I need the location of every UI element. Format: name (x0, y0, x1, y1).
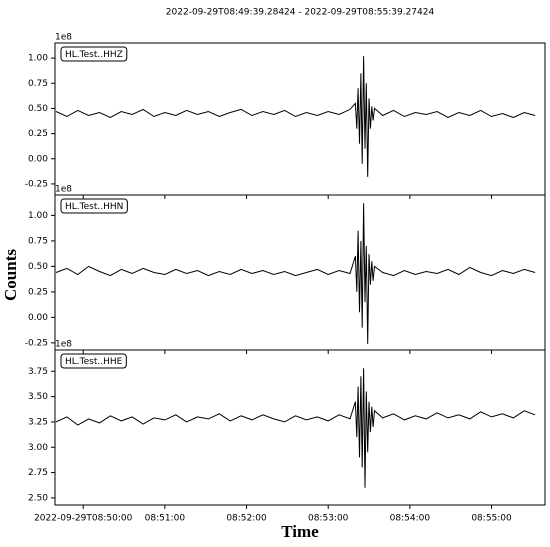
y-tick-label: 3.75 (28, 367, 48, 377)
y-tick-label: 2.75 (28, 468, 48, 478)
y-tick-label: 3.50 (28, 392, 48, 402)
x-tick-label: 08:55:00 (471, 514, 512, 524)
x-tick-label: 08:53:00 (308, 514, 349, 524)
legend: HL.Test..HHZ (60, 46, 128, 62)
y-tick-label: 1.00 (28, 211, 48, 221)
y-tick-label: 3.25 (28, 417, 48, 427)
trace (55, 203, 536, 344)
legend-label: HL.Test..HHN (65, 202, 123, 212)
legend: HL.Test..HHE (60, 353, 127, 369)
y-tick-label: 0.25 (28, 287, 48, 297)
x-tick-label: 08:51:00 (145, 514, 186, 524)
legend-box (60, 198, 128, 214)
trace (55, 56, 536, 177)
legend-box (60, 46, 128, 62)
legend-box (60, 353, 127, 369)
y-tick-label: 0.75 (28, 236, 48, 246)
y-tick-label: 0.75 (28, 79, 48, 89)
y-tick-label: 1.00 (28, 54, 48, 64)
offset-label: 1e8 (55, 33, 72, 43)
y-tick-label: 2.50 (28, 493, 48, 503)
plot-frame (54, 42, 546, 196)
chart-title: 2022-09-29T08:49:39.28424 - 2022-09-29T0… (166, 8, 435, 18)
y-tick-label: 0.50 (28, 104, 48, 114)
legend-label: HL.Test..HHZ (65, 50, 123, 60)
x-axis-label: Time (281, 522, 319, 541)
trace (55, 368, 536, 488)
y-tick-label: -0.25 (25, 338, 48, 348)
legend: HL.Test..HHN (60, 198, 128, 214)
y-tick-label: -0.25 (25, 179, 48, 189)
y-tick-label: 3.00 (28, 443, 48, 453)
y-axis-label: Counts (1, 249, 20, 301)
offset-label: 1e8 (55, 340, 72, 350)
y-tick-label: 0.25 (28, 129, 48, 139)
legend-label: HL.Test..HHE (65, 357, 123, 367)
x-tick-label: 2022-09-29T08:50:00 (34, 514, 132, 524)
x-tick-label: 08:54:00 (390, 514, 431, 524)
y-tick-label: 0.00 (28, 313, 48, 323)
x-tick-label: 08:52:00 (226, 514, 267, 524)
offset-label: 1e8 (55, 185, 72, 195)
y-tick-label: 0.50 (28, 262, 48, 272)
y-tick-label: 0.00 (28, 154, 48, 164)
plot-frame (54, 349, 546, 506)
